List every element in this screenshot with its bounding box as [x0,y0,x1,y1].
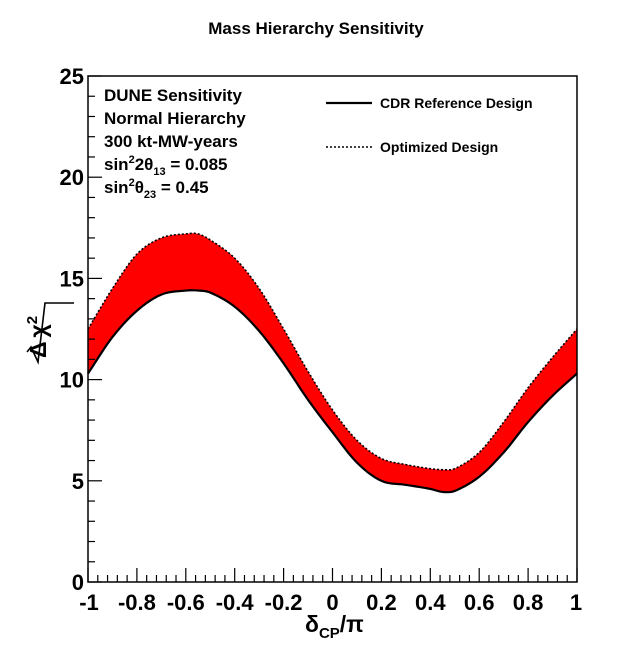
chart-title: Mass Hierarchy Sensitivity [208,19,424,38]
info-line: Normal Hierarchy [104,109,246,128]
sensitivity-band [88,233,577,493]
legend-label: Optimized Design [380,139,498,155]
y-tick-label: 0 [72,570,84,595]
series-line-optimized-design [87,232,578,471]
x-tick-label: -0.8 [118,590,156,615]
legend: CDR Reference Design Optimized Design [326,95,533,155]
x-tick-label: 0.4 [415,590,446,615]
x-axis-ticks [87,568,578,582]
y-tick-label: 5 [72,469,84,494]
y-axis-title: Δχ2 [24,302,74,365]
x-tick-label: 0.6 [464,590,495,615]
info-line: sin2θ23 = 0.45 [104,177,209,201]
info-line: 300 kt-MW-years [104,132,238,151]
info-line: DUNE Sensitivity [104,86,242,105]
series-layer [87,232,578,494]
y-axis-tick-labels: 0 5 10 15 20 25 [60,64,84,595]
x-tick-label: 0.2 [366,590,397,615]
y-tick-label: 10 [60,368,84,393]
y-axis-ticks [88,75,102,583]
y-axis-title-radical [26,302,74,365]
y-tick-label: 20 [60,165,84,190]
series-line-cdr-reference-design [87,289,578,494]
y-tick-label: 15 [60,266,84,291]
x-tick-label: 0 [326,590,338,615]
x-axis-tick-labels: -1 -0.8 -0.6 -0.4 -0.2 0 0.2 0.4 0.6 0.8 1 [79,590,582,615]
x-tick-label: 0.8 [513,590,544,615]
x-tick-label: 1 [570,590,582,615]
plot-frame [87,75,578,583]
info-box: DUNE Sensitivity Normal Hierarchy 300 kt-M… [104,86,246,201]
y-tick-label: 25 [60,64,84,89]
x-tick-label: -0.4 [216,590,255,615]
info-line: sin22θ13 = 0.085 [104,154,228,178]
x-tick-label: -0.6 [167,590,205,615]
x-axis-title: δCP/π [305,611,364,642]
legend-label: CDR Reference Design [380,95,533,111]
y-axis-title-text: Δχ2 [24,316,51,358]
x-tick-label: -0.2 [265,590,303,615]
x-tick-label: -1 [79,590,99,615]
